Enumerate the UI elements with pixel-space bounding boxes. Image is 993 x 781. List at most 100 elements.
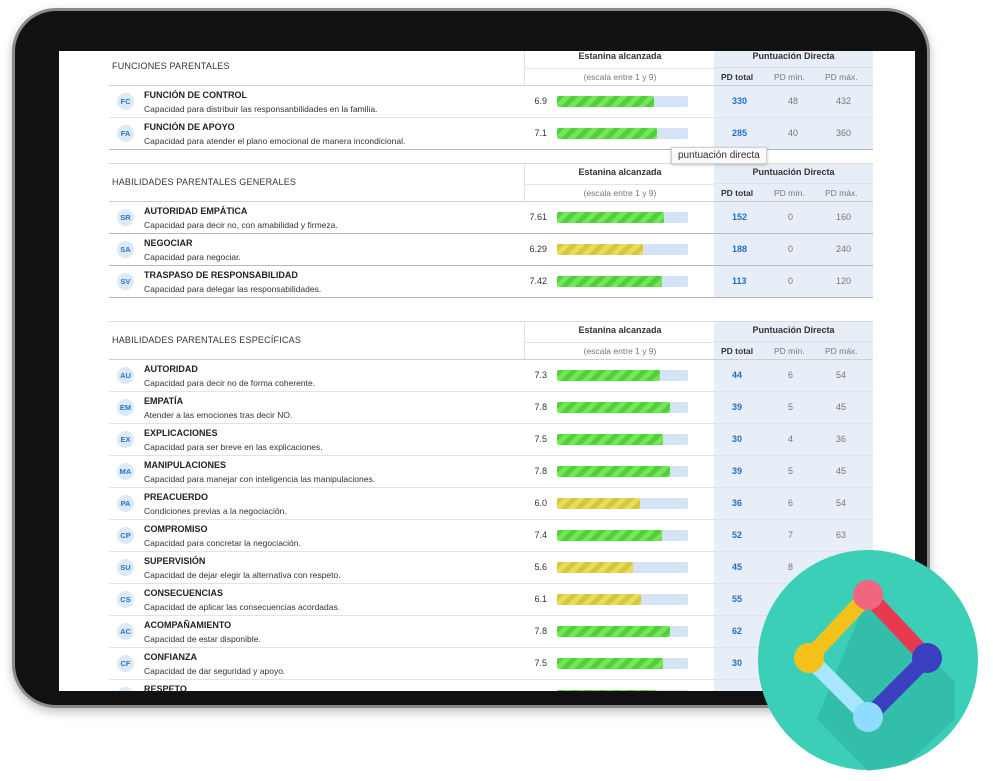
row-name: COMPROMISO bbox=[144, 524, 208, 534]
pd-cells: 330 48 432 bbox=[714, 86, 873, 117]
pd-max-value: 160 bbox=[836, 212, 852, 222]
col-pd-min[interactable]: PD mín. bbox=[774, 72, 805, 82]
pd-min-value: 0 bbox=[788, 276, 794, 286]
table-row[interactable]: MA MANIPULACIONES Capacidad para manejar c… bbox=[109, 456, 873, 488]
table-row[interactable]: FA FUNCIÓN DE APOYO Capacidad para atender… bbox=[109, 118, 873, 150]
col-pd-max[interactable]: PD máx. bbox=[825, 188, 858, 198]
pd-max-value: 45 bbox=[836, 466, 847, 476]
row-abbreviation-badge: RS bbox=[117, 687, 134, 691]
estanina-bar bbox=[557, 466, 688, 477]
table-row[interactable]: SA NEGOCIAR Capacidad para negociar. 6.29 18… bbox=[109, 234, 873, 266]
row-description: Atender a las emociones tras decir NO. bbox=[144, 410, 293, 420]
pd-min-value: 5 bbox=[788, 402, 794, 412]
estanina-header: Estanina alcanzada (escala entre 1 y 9) bbox=[524, 322, 715, 359]
pd-total-value[interactable]: 330 bbox=[732, 96, 748, 106]
estanina-bar bbox=[557, 244, 688, 255]
estanina-value: 7.8 bbox=[534, 626, 547, 636]
table-row[interactable]: SR AUTORIDAD EMPÁTICA Capacidad para decir… bbox=[109, 202, 873, 234]
row-abbreviation-badge: MA bbox=[117, 463, 134, 480]
estanina-bar bbox=[557, 370, 688, 381]
table-row[interactable]: FC FUNCIÓN DE CONTROL Capacidad para distr… bbox=[109, 86, 873, 118]
pd-total-value[interactable]: 152 bbox=[732, 212, 748, 222]
row-name: CONFIANZA bbox=[144, 652, 197, 662]
row-abbreviation-badge: CP bbox=[117, 527, 134, 544]
estanina-value: 7.1 bbox=[534, 128, 547, 138]
pd-total-value[interactable]: 21 bbox=[732, 690, 742, 691]
pd-total-value[interactable]: 52 bbox=[732, 530, 743, 540]
pd-max-value: 45 bbox=[836, 402, 847, 412]
row-name: NEGOCIAR bbox=[144, 238, 193, 248]
estanina-title: Estanina alcanzada bbox=[578, 51, 662, 61]
pd-total-value[interactable]: 62 bbox=[732, 626, 743, 636]
estanina-value: 6.29 bbox=[529, 244, 547, 254]
row-description: Capacidad para ser breve en las explicac… bbox=[144, 442, 323, 452]
table-row[interactable]: AU AUTORIDAD Capacidad para decir no de fo… bbox=[109, 360, 873, 392]
pd-total-value[interactable]: 39 bbox=[732, 466, 743, 476]
col-pd-max[interactable]: PD máx. bbox=[825, 346, 858, 356]
col-pd-max[interactable]: PD máx. bbox=[825, 72, 858, 82]
row-name: AUTORIDAD bbox=[144, 364, 198, 374]
section-title: HABILIDADES PARENTALES GENERALES bbox=[112, 177, 297, 187]
pd-total-value[interactable]: 44 bbox=[732, 370, 743, 380]
pd-header: Puntuación Directa PD total PD mín. PD máx. bbox=[714, 51, 873, 85]
section-header: HABILIDADES PARENTALES GENERALES Estanina… bbox=[109, 163, 873, 202]
row-abbreviation-badge: FC bbox=[117, 93, 134, 110]
pd-total-value[interactable]: 30 bbox=[732, 658, 743, 668]
estanina-bar-fill bbox=[557, 594, 641, 605]
pd-total-value[interactable]: 188 bbox=[732, 244, 748, 254]
estanina-value: 6.1 bbox=[534, 594, 547, 604]
row-description: Capacidad de aplicar las consecuencias a… bbox=[144, 602, 341, 612]
pd-total-value[interactable]: 45 bbox=[732, 562, 743, 572]
col-pd-min[interactable]: PD mín. bbox=[774, 188, 805, 198]
pd-total-value[interactable]: 55 bbox=[732, 594, 743, 604]
pd-max-value: 240 bbox=[836, 244, 852, 254]
row-abbreviation-badge: CF bbox=[117, 655, 134, 672]
estanina-value: 7.42 bbox=[529, 276, 547, 286]
row-abbreviation-badge: FA bbox=[117, 125, 134, 142]
row-name: RESPETO bbox=[144, 684, 187, 691]
row-description: Capacidad de dejar elegir la alternativa… bbox=[144, 570, 341, 580]
estanina-value: 7.61 bbox=[529, 212, 547, 222]
pd-total-value[interactable]: 285 bbox=[732, 128, 748, 138]
table-row[interactable]: PA PREACUERDO Condiciones previas a la neg… bbox=[109, 488, 873, 520]
estanina-bar-fill bbox=[557, 466, 670, 477]
row-description: Capacidad para atender el plano emociona… bbox=[144, 136, 406, 146]
row-description: Capacidad para decir no de forma coheren… bbox=[144, 378, 316, 388]
estanina-bar-fill bbox=[557, 96, 654, 107]
pd-cells: 152 0 160 bbox=[714, 202, 873, 233]
row-name: AUTORIDAD EMPÁTICA bbox=[144, 206, 248, 216]
pd-total-value[interactable]: 39 bbox=[732, 402, 743, 412]
col-pd-total[interactable]: PD total bbox=[721, 72, 754, 82]
pd-title: Puntuación Directa bbox=[752, 325, 835, 335]
estanina-bar-fill bbox=[557, 690, 657, 691]
row-name: ACOMPAÑAMIENTO bbox=[144, 620, 232, 630]
pd-header: Puntuación Directa PD total PD mín. PD máx. bbox=[714, 164, 873, 201]
table-row[interactable]: SV TRASPASO DE RESPONSABILIDAD Capacidad p… bbox=[109, 266, 873, 298]
pd-max-value: 63 bbox=[836, 530, 847, 540]
estanina-bar-fill bbox=[557, 244, 644, 255]
pd-total-value[interactable]: 113 bbox=[732, 276, 747, 286]
pd-min-value: 0 bbox=[788, 212, 794, 222]
estanina-bar bbox=[557, 498, 688, 509]
estanina-bar-fill bbox=[557, 128, 657, 139]
section: HABILIDADES PARENTALES GENERALES Estanina… bbox=[109, 163, 873, 298]
section-title: HABILIDADES PARENTALES ESPECÍFICAS bbox=[112, 335, 302, 345]
col-pd-min[interactable]: PD mín. bbox=[774, 346, 805, 356]
table-row[interactable]: CP COMPROMISO Capacidad para concretar la … bbox=[109, 520, 873, 552]
table-row[interactable]: EX EXPLICACIONES Capacidad para ser breve … bbox=[109, 424, 873, 456]
pd-total-value[interactable]: 30 bbox=[732, 434, 743, 444]
table-row[interactable]: EM EMPATÍA Atender a las emociones tras de… bbox=[109, 392, 873, 424]
pd-max-value: 54 bbox=[836, 498, 847, 508]
estanina-value: 7.0 bbox=[521, 690, 547, 691]
estanina-bar bbox=[557, 626, 688, 637]
section: FUNCIONES PARENTALES Estanina alcanzada (e… bbox=[109, 51, 873, 150]
pd-title: Puntuación Directa bbox=[752, 51, 835, 61]
row-abbreviation-badge: CS bbox=[117, 591, 134, 608]
col-pd-total[interactable]: PD total bbox=[721, 346, 754, 356]
pd-cells: 30 4 36 bbox=[714, 424, 873, 455]
estanina-value: 7.5 bbox=[534, 658, 547, 668]
col-pd-total[interactable]: PD total bbox=[721, 188, 754, 198]
row-abbreviation-badge: PA bbox=[117, 495, 134, 512]
estanina-title: Estanina alcanzada bbox=[578, 325, 662, 335]
pd-total-value[interactable]: 36 bbox=[732, 498, 743, 508]
